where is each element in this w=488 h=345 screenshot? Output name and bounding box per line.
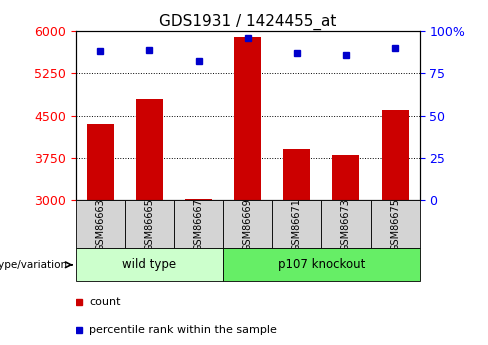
Bar [223, 248, 420, 281]
Text: GSM86663: GSM86663 [95, 198, 105, 250]
Text: GSM86667: GSM86667 [194, 198, 203, 251]
Text: GSM86665: GSM86665 [144, 198, 154, 251]
Text: wild type: wild type [122, 258, 177, 271]
Bar [272, 200, 322, 248]
Bar [223, 200, 272, 248]
Bar [332, 155, 360, 200]
Text: percentile rank within the sample: percentile rank within the sample [89, 325, 277, 335]
Text: count: count [89, 297, 121, 306]
Text: GSM86669: GSM86669 [243, 198, 253, 250]
Bar [370, 200, 420, 248]
Text: genotype/variation: genotype/variation [0, 260, 71, 270]
Bar [382, 110, 408, 200]
Bar [284, 149, 310, 200]
Text: GSM86673: GSM86673 [341, 198, 351, 251]
Bar [322, 200, 370, 248]
Bar [125, 200, 174, 248]
Bar [185, 199, 212, 200]
Bar [174, 200, 223, 248]
Text: GSM86675: GSM86675 [390, 198, 400, 251]
Title: GDS1931 / 1424455_at: GDS1931 / 1424455_at [159, 13, 336, 30]
Bar [136, 99, 163, 200]
Text: GSM86671: GSM86671 [292, 198, 302, 251]
Bar [76, 200, 125, 248]
Bar [76, 248, 223, 281]
Text: p107 knockout: p107 knockout [278, 258, 365, 271]
Bar [234, 37, 261, 200]
Bar [87, 124, 114, 200]
